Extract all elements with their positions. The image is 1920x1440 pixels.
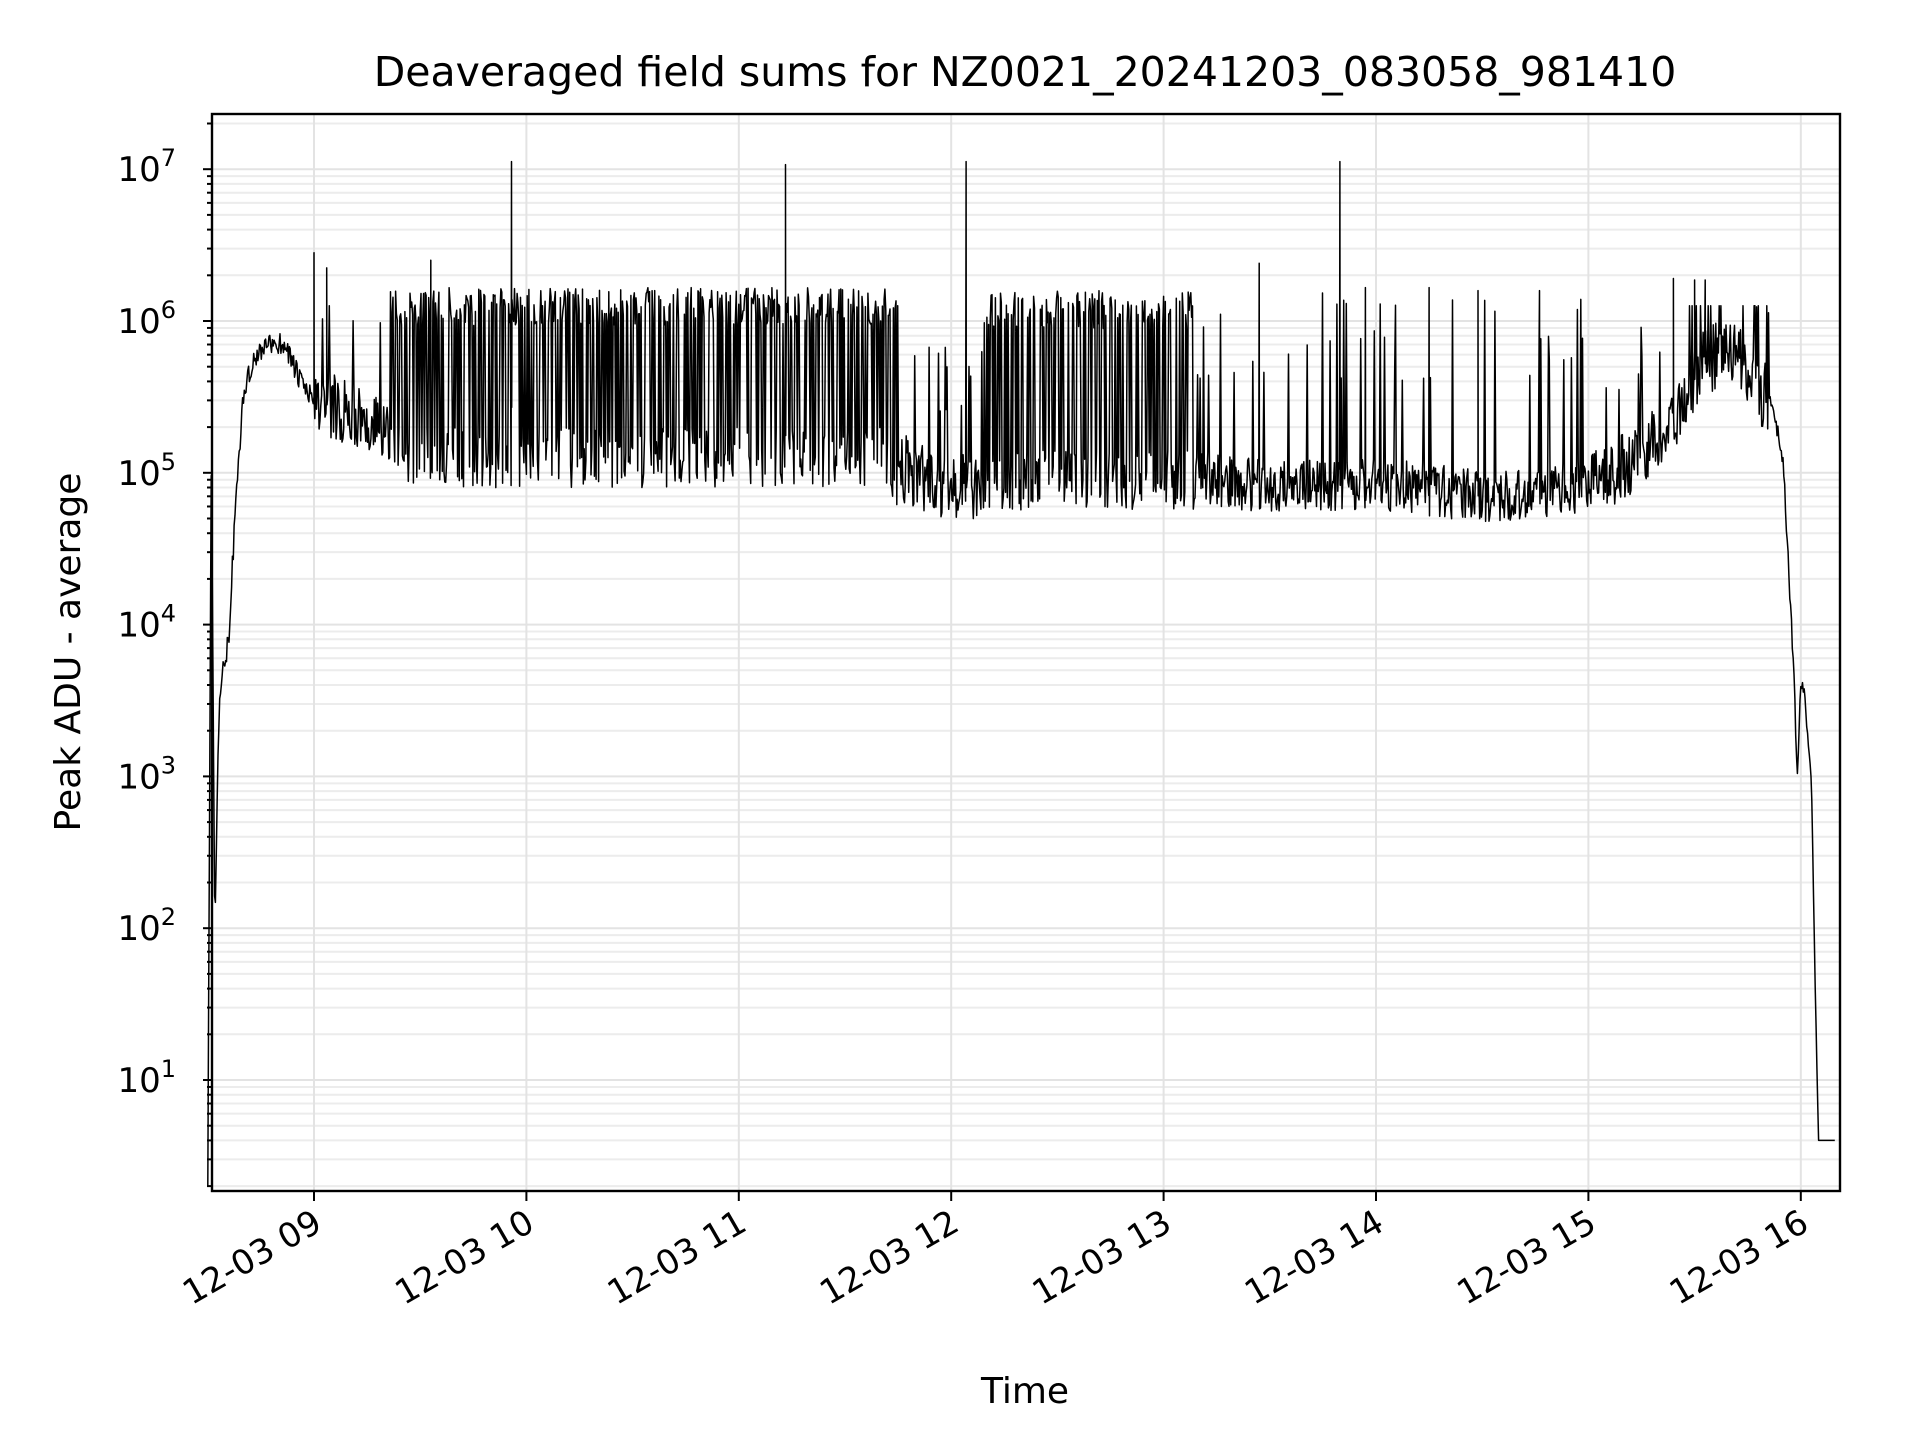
series-line xyxy=(207,160,1835,1187)
y-axis-label: Peak ADU - average xyxy=(48,473,89,832)
plot-frame xyxy=(210,112,1842,1193)
y-tick-label: 107 xyxy=(117,144,176,190)
grid xyxy=(212,114,1840,1191)
y-tick-label: 106 xyxy=(117,296,176,342)
x-axis-label: Time xyxy=(980,1371,1069,1412)
y-axis: 101 102 103 104 105 106 107 xyxy=(117,122,212,1188)
series-layer xyxy=(207,160,1835,1187)
y-tick-label: 104 xyxy=(117,600,176,646)
y-tick-label: 102 xyxy=(117,903,176,949)
y-tick-label: 105 xyxy=(117,448,176,494)
chart-title: Deaveraged field sums for NZ0021_2024120… xyxy=(374,48,1677,96)
y-tick-label: 101 xyxy=(117,1055,176,1101)
y-tick-label: 103 xyxy=(117,751,176,797)
